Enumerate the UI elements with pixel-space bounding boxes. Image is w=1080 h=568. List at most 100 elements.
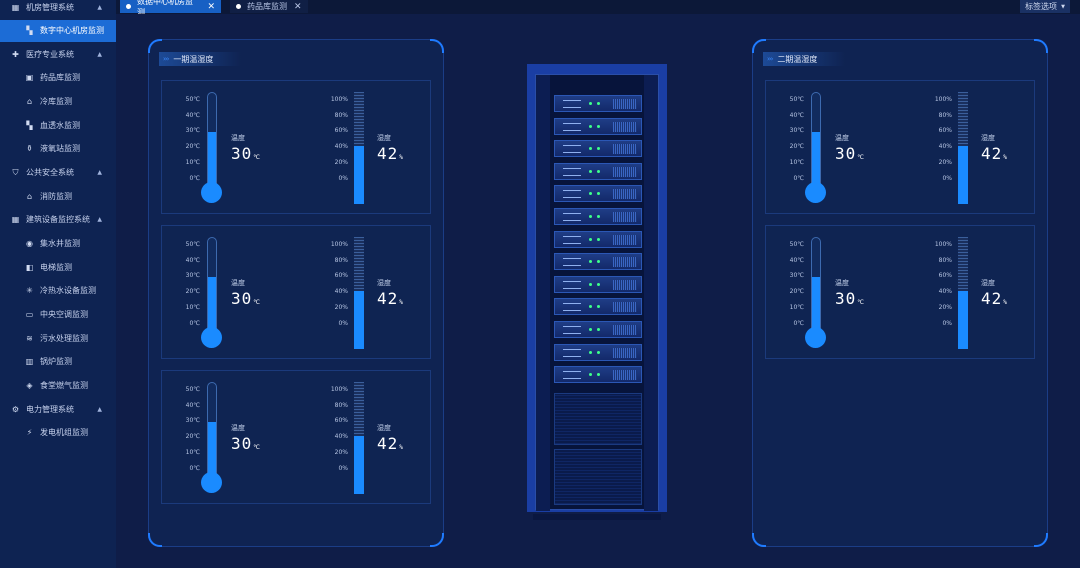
- server-grill: [613, 234, 637, 245]
- sidebar-item[interactable]: ▦ 机房管理系统 ▲: [0, 0, 116, 18]
- humidity-label: 湿度: [377, 424, 391, 432]
- server-vent-icon: [563, 303, 581, 312]
- sidebar-item-label: 食堂燃气监测: [40, 380, 88, 390]
- fire-station-icon: ⌂: [26, 191, 33, 201]
- humidity-scale-tick: 60%: [334, 417, 348, 425]
- sidebar-item[interactable]: ◈ 食堂燃气监测: [0, 374, 116, 396]
- sidebar-item[interactable]: ⚙ 电力管理系统 ▲: [0, 398, 116, 420]
- sidebar-item[interactable]: ⚡ 发电机组监测: [0, 422, 116, 444]
- sidebar-item[interactable]: ⛉ 公共安全系统 ▲: [0, 162, 116, 184]
- humidity-scale-tick: 20%: [938, 158, 952, 166]
- sidebar-item[interactable]: ◧ 电梯监测: [0, 256, 116, 278]
- humidity-unit: %: [1003, 299, 1007, 306]
- sidebar-item[interactable]: ▚ 数字中心机房监测: [0, 19, 116, 42]
- server-grill: [613, 121, 637, 132]
- temperature-label: 温度: [231, 424, 245, 432]
- thermometer-level: [812, 277, 820, 336]
- tag-options-button[interactable]: 标签选项 ▼: [1020, 0, 1070, 13]
- tab-medicine-storage[interactable]: 药品库监测 ✕: [230, 0, 308, 13]
- sidebar-item[interactable]: ▭ 中央空调监测: [0, 303, 116, 325]
- status-led-icon: [597, 373, 600, 377]
- boiler-icon: ▥: [25, 357, 34, 367]
- humidity-scale-tick: 40%: [938, 143, 952, 151]
- status-led-icon: [589, 282, 592, 286]
- server-vent-icon: [563, 371, 581, 380]
- medical-cross-icon: ✚: [12, 49, 19, 59]
- sidebar-item-label: 中央空调监测: [40, 309, 88, 319]
- sidebar-item-label: 电梯监测: [40, 262, 72, 272]
- chevron-up-icon[interactable]: ▲: [97, 405, 102, 413]
- close-icon[interactable]: ✕: [294, 1, 302, 12]
- sidebar-item[interactable]: ▦ 建筑设备监控系统 ▲: [0, 209, 116, 231]
- chevron-up-icon[interactable]: ▲: [97, 50, 102, 58]
- rack-blank-panel: [554, 393, 642, 445]
- chevrons-icon: ›››: [767, 55, 773, 63]
- server-grill: [613, 257, 637, 268]
- thermometer-level: [208, 422, 216, 481]
- status-led-icon: [589, 102, 592, 105]
- panel-phase-2: ››› 二期温湿度 50℃ 40℃ 30℃ 20℃ 10℃ 0℃ 温度 30℃ 100% 80% 6…: [752, 39, 1048, 547]
- temp-scale-tick: 10℃: [789, 158, 804, 166]
- temp-scale-tick: 50℃: [789, 241, 804, 248]
- temp-scale-tick: 30℃: [789, 272, 804, 280]
- status-led-icon: [597, 305, 600, 309]
- sidebar-item[interactable]: ◉ 集水井监测: [0, 233, 116, 255]
- sidebar-item[interactable]: ✚ 医疗专业系统 ▲: [0, 43, 116, 65]
- temp-scale-tick: 50℃: [185, 386, 200, 393]
- humidity-scale-tick: 80%: [938, 111, 952, 119]
- sidebar-item[interactable]: ≋ 污水处理监测: [0, 327, 116, 349]
- server-unit: [554, 162, 642, 180]
- sidebar-item-label: 冷库监测: [40, 97, 72, 107]
- corner-decoration: [752, 39, 766, 53]
- humidity-scale-tick: 100%: [934, 241, 952, 248]
- sidebar-item[interactable]: ✳ 冷热水设备监测: [0, 280, 116, 302]
- server-unit: [554, 298, 642, 316]
- temp-scale-tick: 10℃: [185, 448, 200, 456]
- sensor-card: 50℃ 40℃ 30℃ 20℃ 10℃ 0℃ 温度 30℃ 100% 80% 60% 40% 20% 0%…: [161, 225, 431, 359]
- temperature-value: 30℃: [835, 144, 864, 163]
- sidebar-item[interactable]: ▣ 药品库监测: [0, 67, 116, 89]
- sidebar-item[interactable]: ⌂ 消防监测: [0, 185, 116, 207]
- panel-title: ››› 二期温湿度: [763, 52, 845, 66]
- chevron-up-icon[interactable]: ▲: [97, 216, 102, 224]
- sidebar-item[interactable]: ⚱ 液氧站监测: [0, 138, 116, 160]
- panel-title-text: 一期温湿度: [173, 54, 214, 64]
- temp-scale-tick: 30℃: [789, 127, 804, 135]
- panel-title-text: 二期温湿度: [777, 54, 818, 64]
- humidity-scale-tick: 80%: [334, 111, 348, 119]
- humidity-unit: %: [399, 299, 403, 306]
- server-vent-icon: [563, 145, 581, 154]
- server-grill: [613, 189, 637, 200]
- temperature-unit: ℃: [857, 154, 865, 161]
- status-led-icon: [597, 237, 600, 241]
- chevron-up-icon[interactable]: ▲: [97, 169, 102, 177]
- server-vent-icon: [563, 348, 581, 357]
- corner-decoration: [1034, 533, 1048, 547]
- corner-decoration: [148, 39, 162, 53]
- temp-scale-tick: 30℃: [185, 417, 200, 425]
- temperature-label: 温度: [835, 279, 849, 287]
- gas-icon: ◈: [26, 380, 33, 390]
- server-grill: [613, 370, 637, 381]
- sidebar-item[interactable]: ⌂ 冷库监测: [0, 91, 116, 113]
- building-icon: ▦: [11, 215, 20, 225]
- sidebar-item[interactable]: ▥ 锅炉监测: [0, 351, 116, 373]
- humidity-scale-tick: 100%: [330, 96, 348, 103]
- temperature-number: 30: [835, 144, 857, 163]
- status-led-icon: [589, 305, 592, 309]
- sidebar-item-label: 污水处理监测: [40, 333, 88, 343]
- temperature-value: 30℃: [231, 144, 260, 163]
- sidebar-item[interactable]: ▚ 血透水监测: [0, 114, 116, 136]
- temperature-label: 温度: [231, 279, 245, 287]
- humidity-scale-tick: 40%: [938, 288, 952, 296]
- main-area: ››› 一期温湿度 50℃ 40℃ 30℃ 20℃ 10℃ 0℃ 温度 30℃ 100% 80% 6…: [116, 14, 1080, 568]
- tab-data-center[interactable]: 数据中心机房监测 ✕: [120, 0, 221, 17]
- close-icon[interactable]: ✕: [207, 1, 215, 12]
- sidebar-item-label: 发电机组监测: [40, 428, 88, 438]
- medicine-box-icon: ▣: [25, 73, 34, 83]
- humidity-scale-tick: 0%: [338, 319, 348, 327]
- chevron-up-icon[interactable]: ▲: [97, 3, 102, 11]
- rack-cabinet: [535, 74, 659, 511]
- sensor-card: 50℃ 40℃ 30℃ 20℃ 10℃ 0℃ 温度 30℃ 100% 80% 60% 40% 20% 0%…: [161, 370, 431, 504]
- server-vent-icon: [563, 326, 581, 334]
